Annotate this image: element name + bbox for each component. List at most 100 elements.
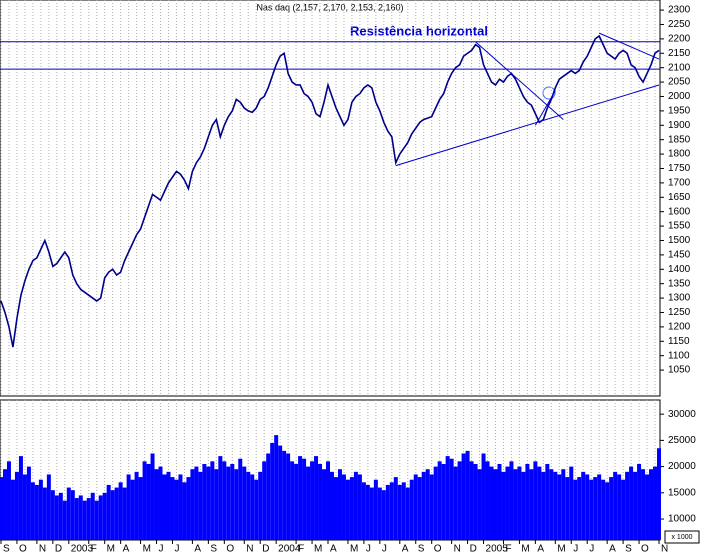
y2-tick-label: 20000 (668, 461, 696, 472)
volume-bar (493, 469, 498, 540)
volume-bar (641, 469, 646, 540)
x-tick-label: F (298, 544, 304, 555)
volume-bar (565, 477, 570, 540)
x-tick-label: J (589, 544, 594, 555)
volume-bar (577, 477, 582, 540)
volume-bar (585, 474, 590, 540)
volume-bar (593, 477, 598, 540)
y-tick-label: 1650 (668, 192, 691, 203)
y-tick-label: 1050 (668, 365, 691, 376)
x-tick-label: D (55, 544, 62, 555)
volume-bar (425, 469, 430, 540)
volume-bar (621, 479, 626, 540)
volume-bar (2, 469, 7, 540)
volume-bar (146, 463, 151, 540)
y-tick-label: 1700 (668, 178, 691, 189)
y-tick-label: 2150 (668, 48, 691, 59)
volume-bar (18, 456, 23, 540)
volume-bar (369, 487, 374, 540)
volume-unit: x 1000 (671, 534, 692, 541)
volume-bar (333, 477, 338, 540)
volume-bar (242, 466, 247, 540)
y-tick-label: 1150 (668, 336, 690, 347)
volume-bar (62, 500, 67, 540)
x-tick-label: D (262, 544, 269, 555)
volume-bar (373, 479, 378, 540)
y-tick-label: 1800 (668, 149, 691, 160)
volume-bar (122, 487, 127, 540)
volume-bar (6, 461, 11, 540)
volume-bar (30, 482, 35, 540)
volume-bar (629, 466, 634, 540)
volume-bar (178, 474, 183, 540)
volume-bar (238, 458, 243, 540)
volume-bar (198, 471, 203, 540)
volume-bar (42, 487, 47, 540)
volume-bar (38, 479, 43, 540)
x-tick-label: M (314, 544, 322, 555)
volume-bar (154, 469, 159, 540)
volume-bar (158, 466, 163, 540)
volume-bar (322, 469, 327, 540)
volume-bar (409, 479, 414, 540)
price-panel (0, 0, 661, 397)
x-tick-label: S (210, 544, 217, 555)
volume-bar (166, 471, 171, 540)
y-tick-label: 1250 (668, 307, 691, 318)
volume-bar (653, 466, 658, 540)
volume-bar (130, 479, 135, 540)
volume-bar (561, 469, 566, 540)
volume-bar (601, 479, 606, 540)
volume-bar (625, 471, 630, 540)
volume-bar (126, 474, 131, 540)
volume-bar (118, 482, 123, 540)
y-tick-label: 2200 (668, 34, 691, 45)
volume-bar (226, 466, 231, 540)
volume-bar (525, 463, 530, 540)
x-tick-label: N (454, 544, 461, 555)
volume-bar (541, 471, 546, 540)
volume-bar (537, 466, 542, 540)
volume-bar (66, 487, 71, 540)
volume-bar (617, 474, 622, 540)
volume-bar (150, 453, 155, 540)
y-tick-label: 2100 (668, 62, 691, 73)
volume-bar (345, 479, 350, 540)
volume-bar (50, 490, 55, 540)
volume-bar (234, 469, 239, 540)
volume-bar (573, 479, 578, 540)
volume-bar (589, 479, 594, 540)
y2-tick-label: 10000 (668, 514, 696, 525)
volume-bar (509, 461, 514, 540)
x-tick-label: M (143, 544, 151, 555)
volume-bar (286, 453, 291, 540)
y-tick-label: 1900 (668, 120, 691, 131)
volume-bar (254, 479, 259, 540)
volume-bar (194, 466, 199, 540)
volume-bar (521, 471, 526, 540)
x-tick-label: F (505, 544, 511, 555)
volume-bar (485, 461, 490, 540)
x-tick-label: 2005 (486, 544, 509, 555)
volume-bar (417, 477, 422, 540)
volume-bar (489, 466, 494, 540)
y-tick-label: 1600 (668, 206, 691, 217)
volume-bar (58, 492, 63, 540)
annotation: Resistência horizontal (350, 23, 488, 38)
volume-bar (294, 463, 299, 540)
volume-bar (465, 450, 470, 540)
volume-bar (469, 461, 474, 540)
volume-bar (250, 474, 255, 540)
volume-bar (182, 482, 187, 540)
x-tick-label: N (39, 544, 46, 555)
volume-bar (413, 474, 418, 540)
x-tick-label: M (107, 544, 115, 555)
volume-bar (170, 477, 175, 540)
x-tick-label: S (625, 544, 632, 555)
x-tick-label: A (194, 544, 201, 555)
volume-bar (613, 471, 618, 540)
chart-title: Nas daq (2,157, 2,170, 2,153, 2,160) (256, 2, 403, 12)
volume-bar (98, 495, 103, 540)
volume-bar (274, 435, 279, 540)
